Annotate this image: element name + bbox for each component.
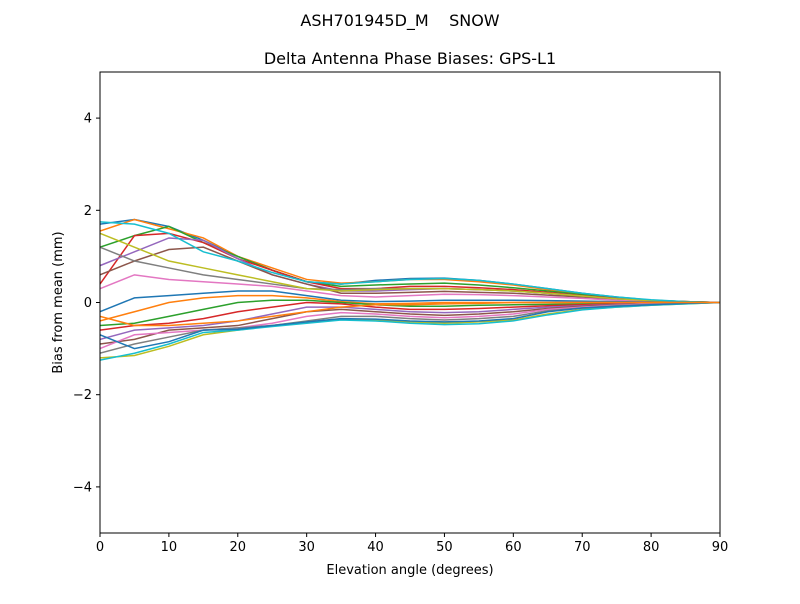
x-tick-label: 0	[96, 540, 104, 555]
x-tick-label: 50	[436, 540, 453, 555]
series-lines	[100, 218, 720, 361]
x-tick-label: 30	[298, 540, 315, 555]
x-tick-label: 40	[367, 540, 384, 555]
series-line-21	[100, 301, 720, 350]
series-line-3	[100, 225, 720, 304]
series-line-20	[100, 301, 720, 361]
x-tick-label: 90	[712, 540, 729, 555]
ticks: 0 10 20 30 40 50 60 70 80 90 −4 −2 0 2 4	[73, 112, 728, 555]
x-tick-label: 20	[230, 540, 247, 555]
y-axis-label: Bias from mean (mm)	[51, 231, 66, 373]
series-line-7	[100, 274, 720, 304]
y-tick-label: 4	[84, 112, 92, 127]
y-tick-label: 2	[84, 204, 92, 219]
x-tick-label: 10	[161, 540, 178, 555]
x-axis-label: Elevation angle (degrees)	[326, 563, 493, 578]
series-line-10	[100, 221, 720, 304]
series-line-11	[100, 290, 720, 313]
suptitle: ASH701945D_M SNOW	[300, 11, 499, 31]
series-line-9	[100, 232, 720, 304]
x-tick-label: 80	[643, 540, 660, 555]
y-tick-label: −2	[73, 388, 92, 403]
x-tick-label: 60	[505, 540, 522, 555]
y-tick-label: 0	[84, 296, 92, 311]
series-line-22	[100, 301, 720, 327]
x-tick-label: 70	[574, 540, 591, 555]
chart-title: Delta Antenna Phase Biases: GPS-L1	[264, 49, 556, 68]
y-tick-label: −4	[73, 480, 92, 495]
